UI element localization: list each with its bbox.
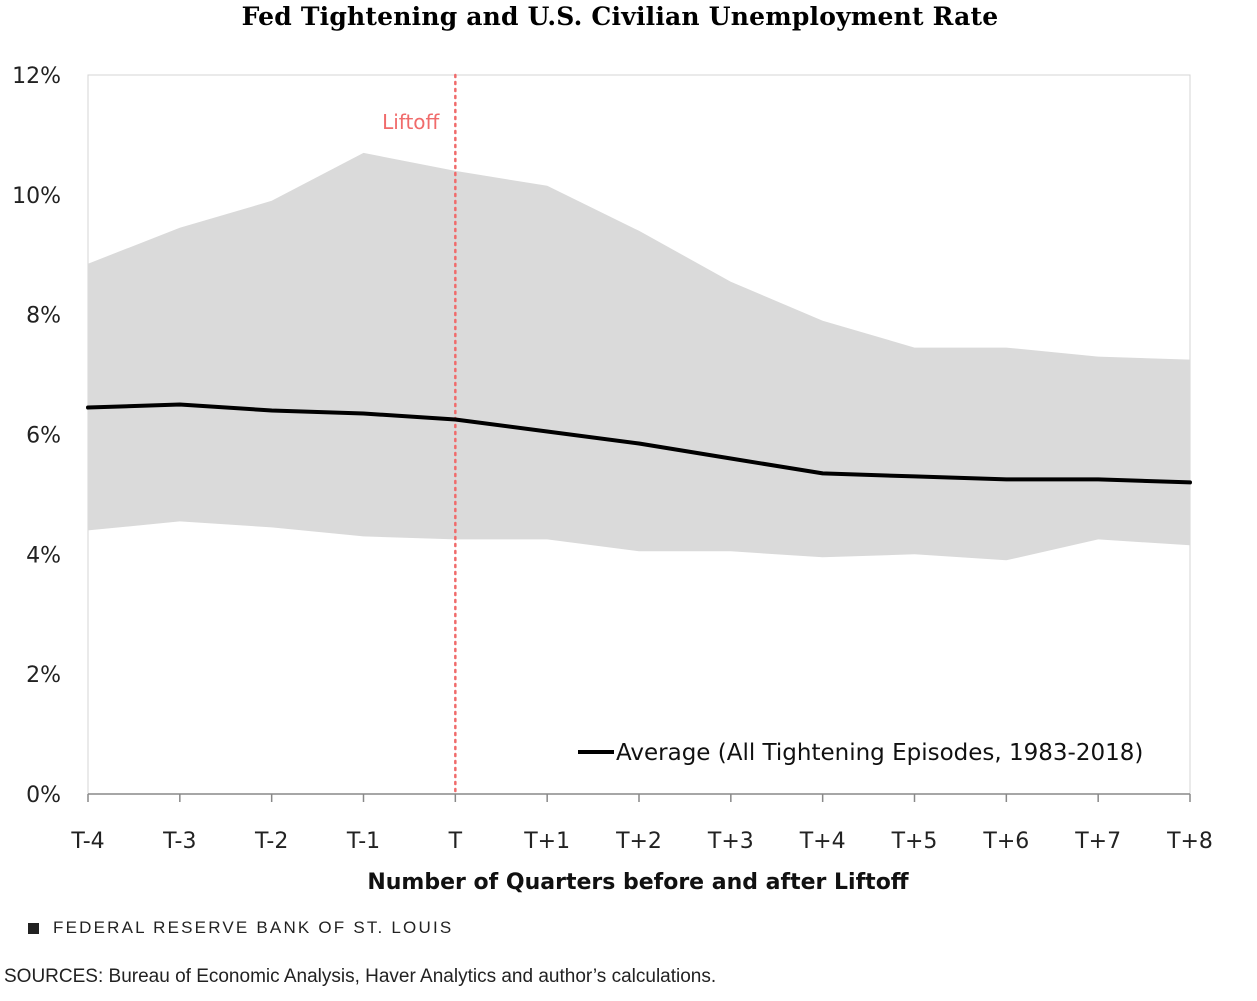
axis-layer [87, 793, 1191, 802]
chart: Liftoff 0% 2% 4% 6% 8% 10% 12% T-4 T-3 T-2 T-1 T T+… [12, 64, 1213, 895]
x-tick-label: T+8 [1166, 829, 1213, 854]
liftoff-label: Liftoff [382, 110, 440, 134]
y-tick-label: 6% [26, 424, 61, 449]
x-tick-label: T+6 [982, 829, 1029, 854]
series-layer [86, 402, 1192, 485]
brand-name: FEDERAL RESERVE BANK OF ST. LOUIS [53, 918, 454, 937]
x-tick-label: T+2 [615, 829, 662, 854]
range-band [88, 152, 1190, 561]
x-tick-label: T-3 [162, 829, 196, 854]
x-tick-label: T+3 [707, 829, 754, 854]
x-tick-label: T-1 [346, 829, 380, 854]
sources-note: SOURCES: Bureau of Economic Analysis, Ha… [4, 966, 717, 987]
x-tick-label: T-4 [70, 829, 104, 854]
y-tick-label: 0% [26, 783, 61, 808]
brand-square-icon [28, 922, 39, 934]
chart-title: Fed Tightening and U.S. Civilian Unemplo… [241, 2, 999, 31]
x-tick-label: T-2 [254, 829, 288, 854]
x-tick-layer: T-4 T-3 T-2 T-1 T T+1 T+2 T+3 T+4 T+5 T+6 T+7 T+8 [70, 829, 1213, 854]
legend-label: Average (All Tightening Episodes, 1983-2… [616, 740, 1143, 766]
y-tick-label: 12% [12, 64, 61, 89]
y-tick-label: 2% [26, 663, 61, 688]
x-tick-label: T [448, 829, 463, 854]
y-tick-label: 8% [26, 304, 61, 329]
x-tick-label: T+5 [891, 829, 938, 854]
series-line-0 [86, 402, 1192, 485]
annotation-layer: Liftoff [382, 73, 457, 796]
legend: Average (All Tightening Episodes, 1983-2… [578, 740, 1143, 766]
x-axis-title: Number of Quarters before and after Lift… [367, 870, 909, 895]
brand-footer: FEDERAL RESERVE BANK OF ST. LOUIS [6, 918, 453, 938]
y-tick-label: 4% [26, 543, 61, 568]
x-tick-label: T+7 [1074, 829, 1121, 854]
y-tick-layer: 0% 2% 4% 6% 8% 10% 12% [12, 64, 61, 808]
y-tick-label: 10% [12, 184, 61, 209]
x-tick-label: T+1 [523, 829, 570, 854]
range-band-layer [88, 152, 1190, 561]
x-tick-label: T+4 [799, 829, 846, 854]
